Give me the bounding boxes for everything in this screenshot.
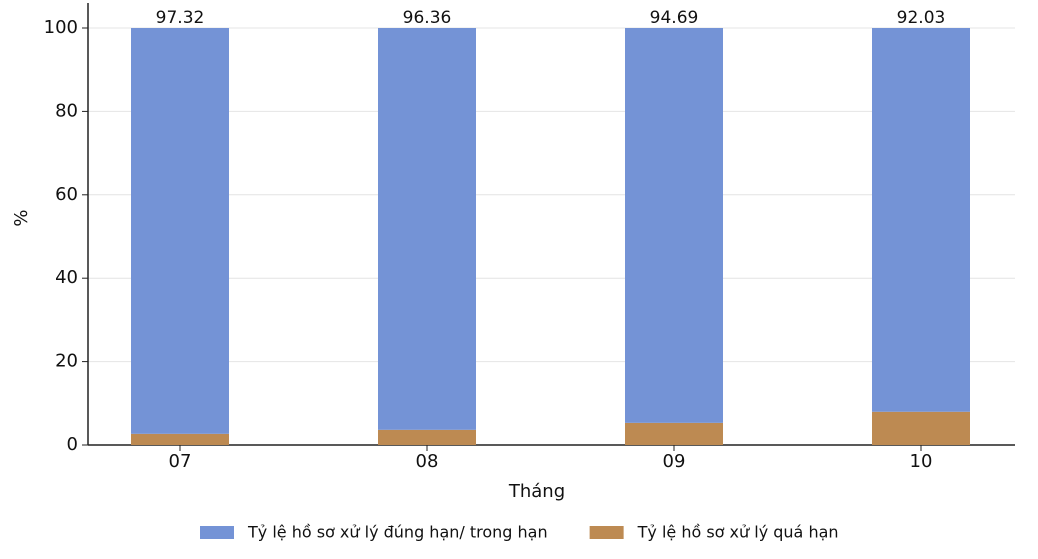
value-label: 94.69 <box>650 8 699 28</box>
y-axis-label: % <box>11 209 32 226</box>
bar-segment <box>872 411 970 445</box>
bar-segment <box>378 28 476 430</box>
legend-swatch <box>589 526 624 539</box>
y-tick-label: 20 <box>55 351 78 372</box>
y-tick-label: 100 <box>44 17 78 38</box>
bar-segment <box>131 28 229 434</box>
bar-segment <box>625 422 723 445</box>
bar-segment <box>872 28 970 412</box>
bar-segment <box>131 433 229 445</box>
x-tick-label: 10 <box>910 451 933 472</box>
x-tick-label: 09 <box>663 451 686 472</box>
legend-label: Tỷ lệ hồ sơ xử lý đúng hạn/ trong hạn <box>247 523 548 542</box>
legend-swatch <box>200 526 234 539</box>
bar-segment <box>625 28 723 423</box>
y-tick-label: 40 <box>55 267 78 288</box>
y-tick-label: 80 <box>55 100 78 121</box>
legend-label: Tỷ lệ hồ sơ xử lý quá hạn <box>637 523 839 542</box>
x-axis-label: Tháng <box>508 481 565 502</box>
y-tick-label: 60 <box>55 184 78 205</box>
value-label: 96.36 <box>403 8 452 28</box>
value-label: 97.32 <box>156 8 205 28</box>
y-tick-label: 0 <box>67 434 78 455</box>
x-tick-label: 08 <box>416 451 439 472</box>
x-tick-label: 07 <box>169 451 192 472</box>
value-label: 92.03 <box>897 8 946 28</box>
bar-segment <box>378 429 476 445</box>
